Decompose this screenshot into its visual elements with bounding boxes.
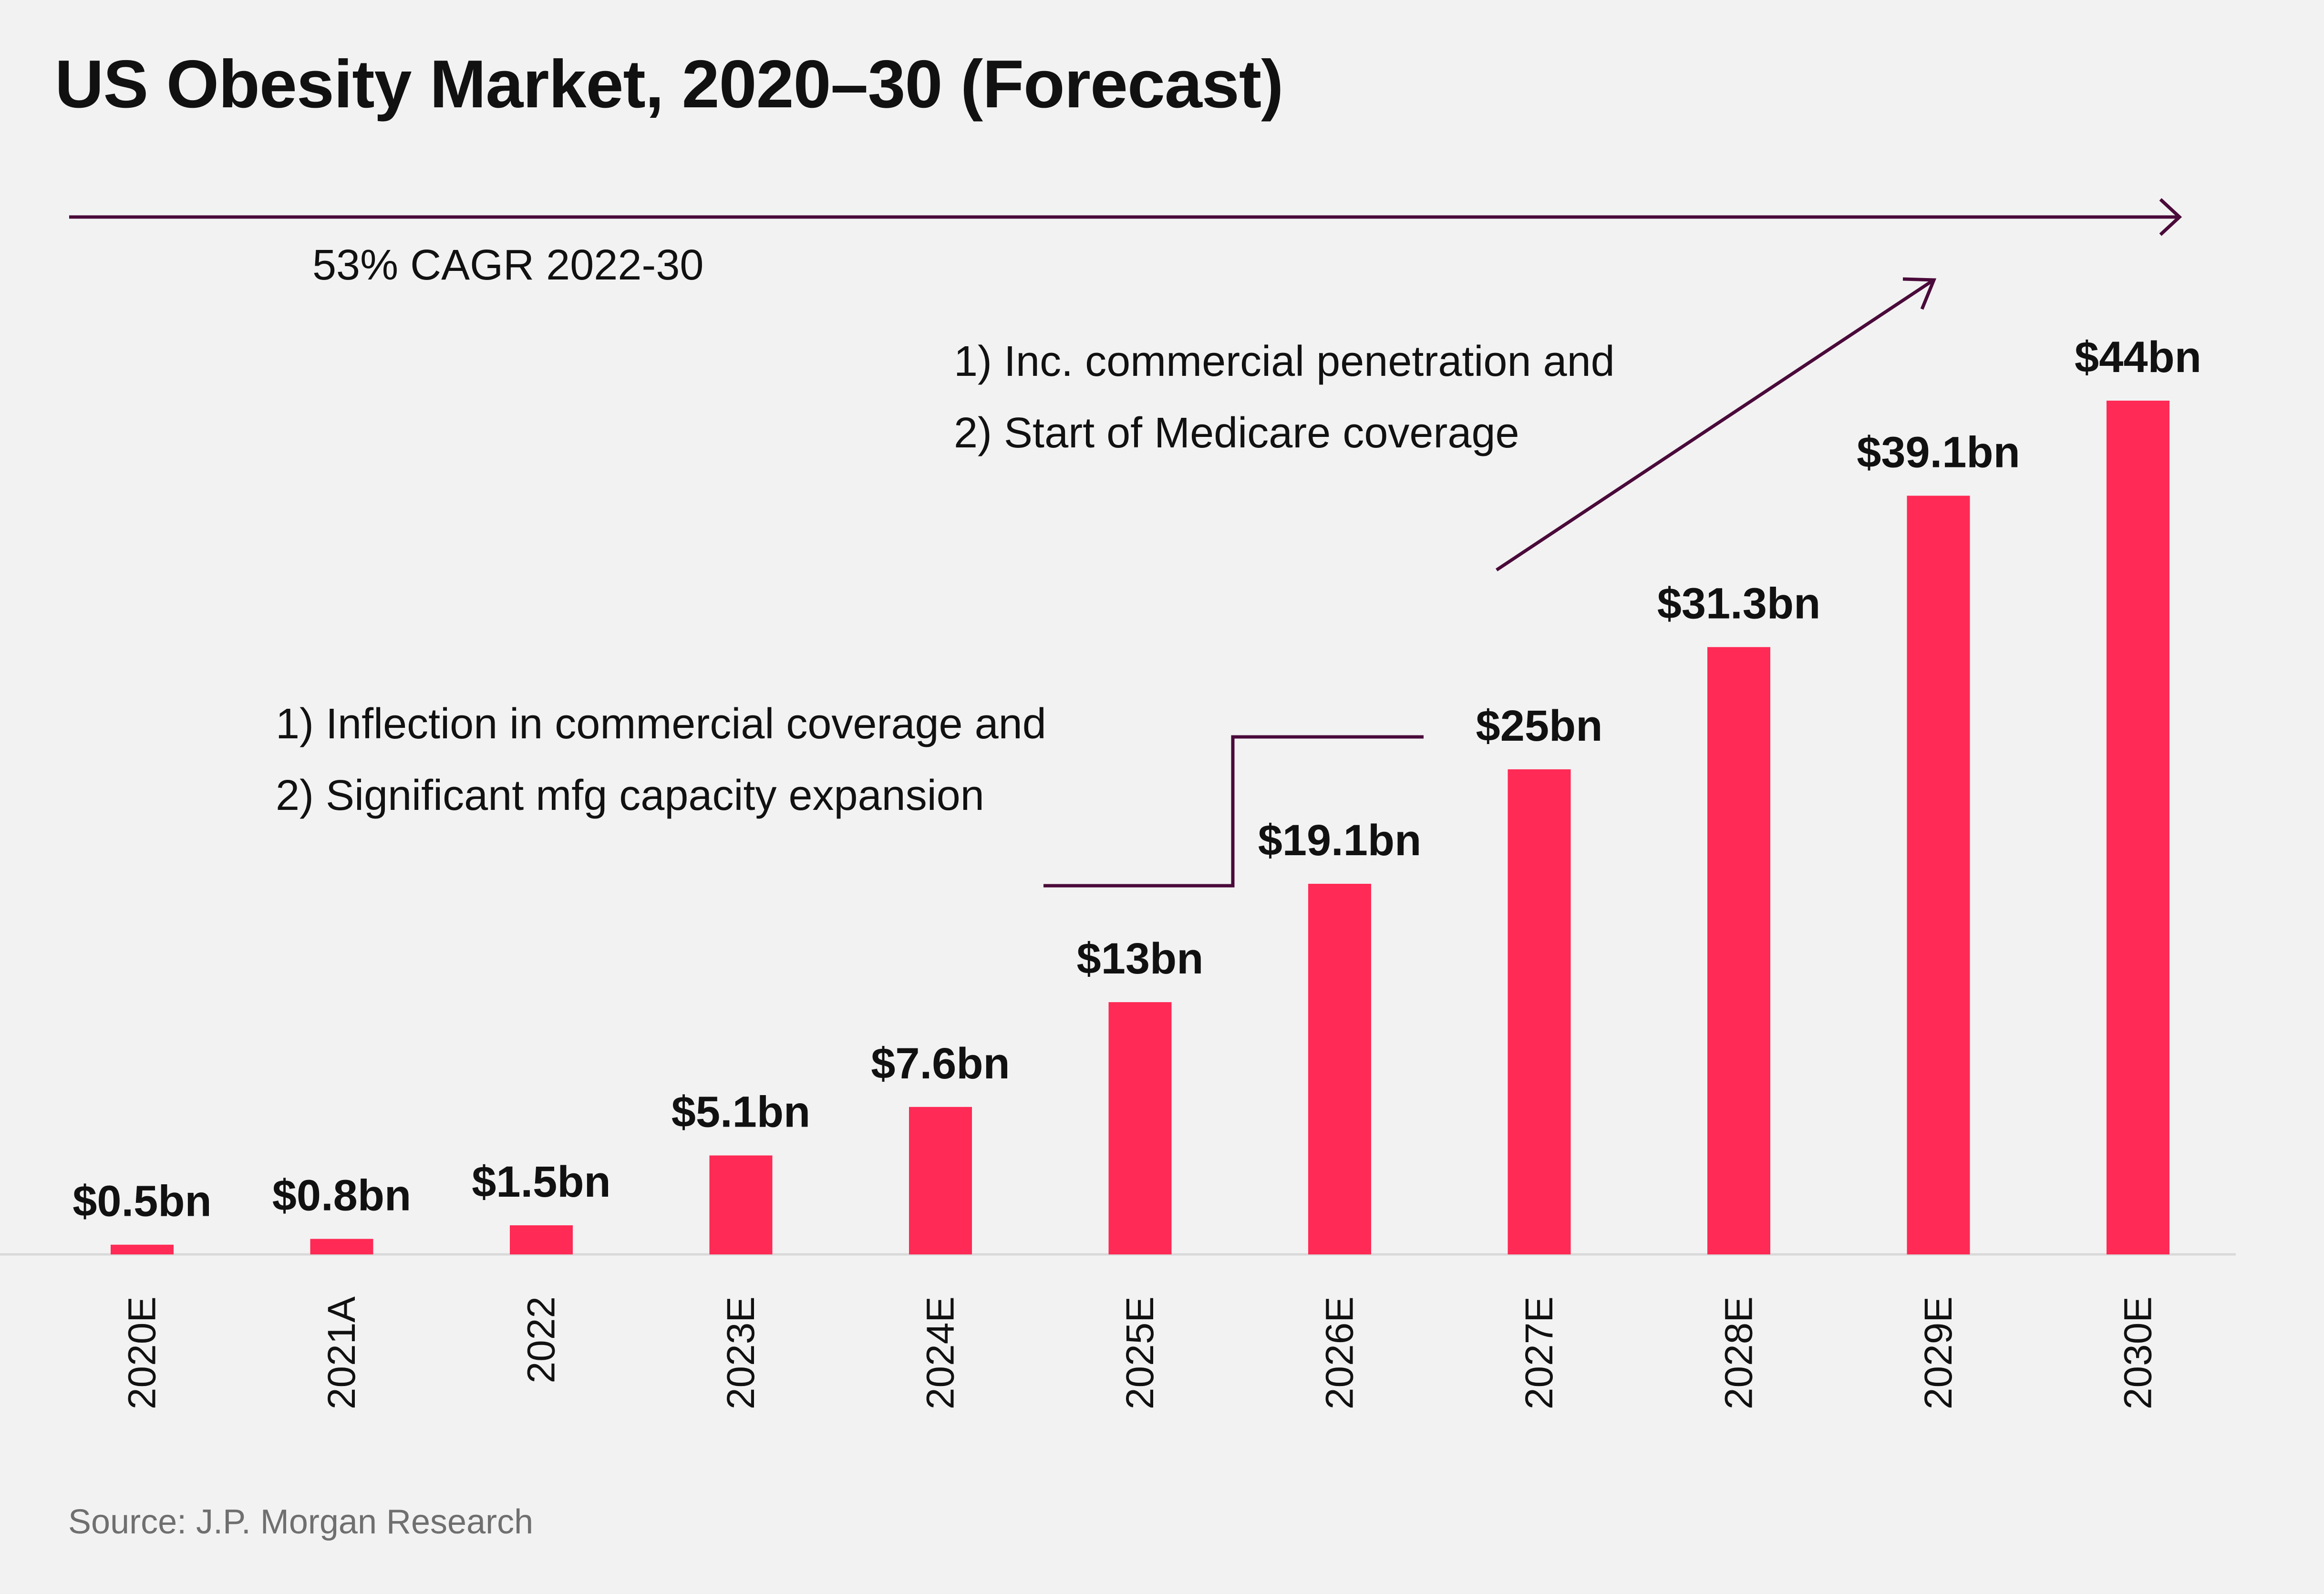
bar-2022 xyxy=(510,1225,573,1254)
annotation-lower: 1) Inflection in commercial coverage and… xyxy=(276,688,1046,831)
x-tick-label-2021A: 2021A xyxy=(320,1296,363,1409)
bar-2029E xyxy=(1907,496,1970,1254)
bar-2024E xyxy=(909,1107,972,1254)
growth-arrow xyxy=(1496,277,1937,571)
value-label-2028E: $31.3bn xyxy=(1657,580,1821,628)
x-tick-label-2029E: 2029E xyxy=(1917,1296,1960,1409)
cagr-arrow xyxy=(69,198,2182,236)
x-tick-label-2026E: 2026E xyxy=(1318,1296,1362,1409)
x-tick-label-2027E: 2027E xyxy=(1518,1296,1561,1409)
value-label-2027E: $25bn xyxy=(1476,702,1603,750)
annotation-upper-line2: 2) Start of Medicare coverage xyxy=(954,409,1519,457)
source-note: Source: J.P. Morgan Research xyxy=(68,1503,534,1541)
bar-2030E xyxy=(2107,401,2169,1254)
x-tick-label-2028E: 2028E xyxy=(1717,1296,1761,1409)
bar-2026E xyxy=(1308,883,1371,1254)
bar-2023E xyxy=(709,1155,773,1254)
step-connector xyxy=(1043,735,1424,888)
annotation-upper-line1: 1) Inc. commercial penetration and xyxy=(954,338,1615,385)
annotation-upper: 1) Inc. commercial penetration and 2) St… xyxy=(954,326,1615,469)
value-label-2030E: $44bn xyxy=(2075,333,2201,382)
value-label-2024E: $7.6bn xyxy=(871,1039,1010,1088)
x-tick-label-2020E: 2020E xyxy=(121,1296,164,1409)
x-tick-label-2030E: 2030E xyxy=(2117,1296,2160,1409)
value-label-2026E: $19.1bn xyxy=(1258,816,1422,865)
bar-2021A xyxy=(310,1239,373,1254)
bar-2020E xyxy=(111,1244,174,1254)
bar-2025E xyxy=(1108,1002,1172,1254)
bars-layer: $0.5bn 2020E $0.8bn 2021A $1.5bn 2022 $5.1bn 20… xyxy=(72,333,2201,1409)
value-label-2020E: $0.5bn xyxy=(72,1177,211,1226)
chart-title: US Obesity Market, 2020–30 (Forecast) xyxy=(55,46,1283,122)
x-tick-label-2025E: 2025E xyxy=(1118,1296,1162,1409)
annotation-lower-line1: 1) Inflection in commercial coverage and xyxy=(276,700,1046,748)
annotation-lower-line2: 2) Significant mfg capacity expansion xyxy=(276,772,984,819)
value-label-2023E: $5.1bn xyxy=(671,1088,810,1137)
value-label-2029E: $39.1bn xyxy=(1857,428,2020,476)
cagr-label: 53% CAGR 2022-30 xyxy=(312,241,704,289)
value-label-2025E: $13bn xyxy=(1077,934,1204,983)
x-tick-label-2024E: 2024E xyxy=(919,1296,962,1409)
value-label-2022: $1.5bn xyxy=(472,1158,610,1206)
value-label-2021A: $0.8bn xyxy=(272,1171,411,1220)
x-tick-label-2022: 2022 xyxy=(520,1296,563,1383)
bar-2027E xyxy=(1508,769,1571,1254)
x-tick-label-2023E: 2023E xyxy=(719,1296,763,1409)
bar-2028E xyxy=(1707,647,1770,1254)
